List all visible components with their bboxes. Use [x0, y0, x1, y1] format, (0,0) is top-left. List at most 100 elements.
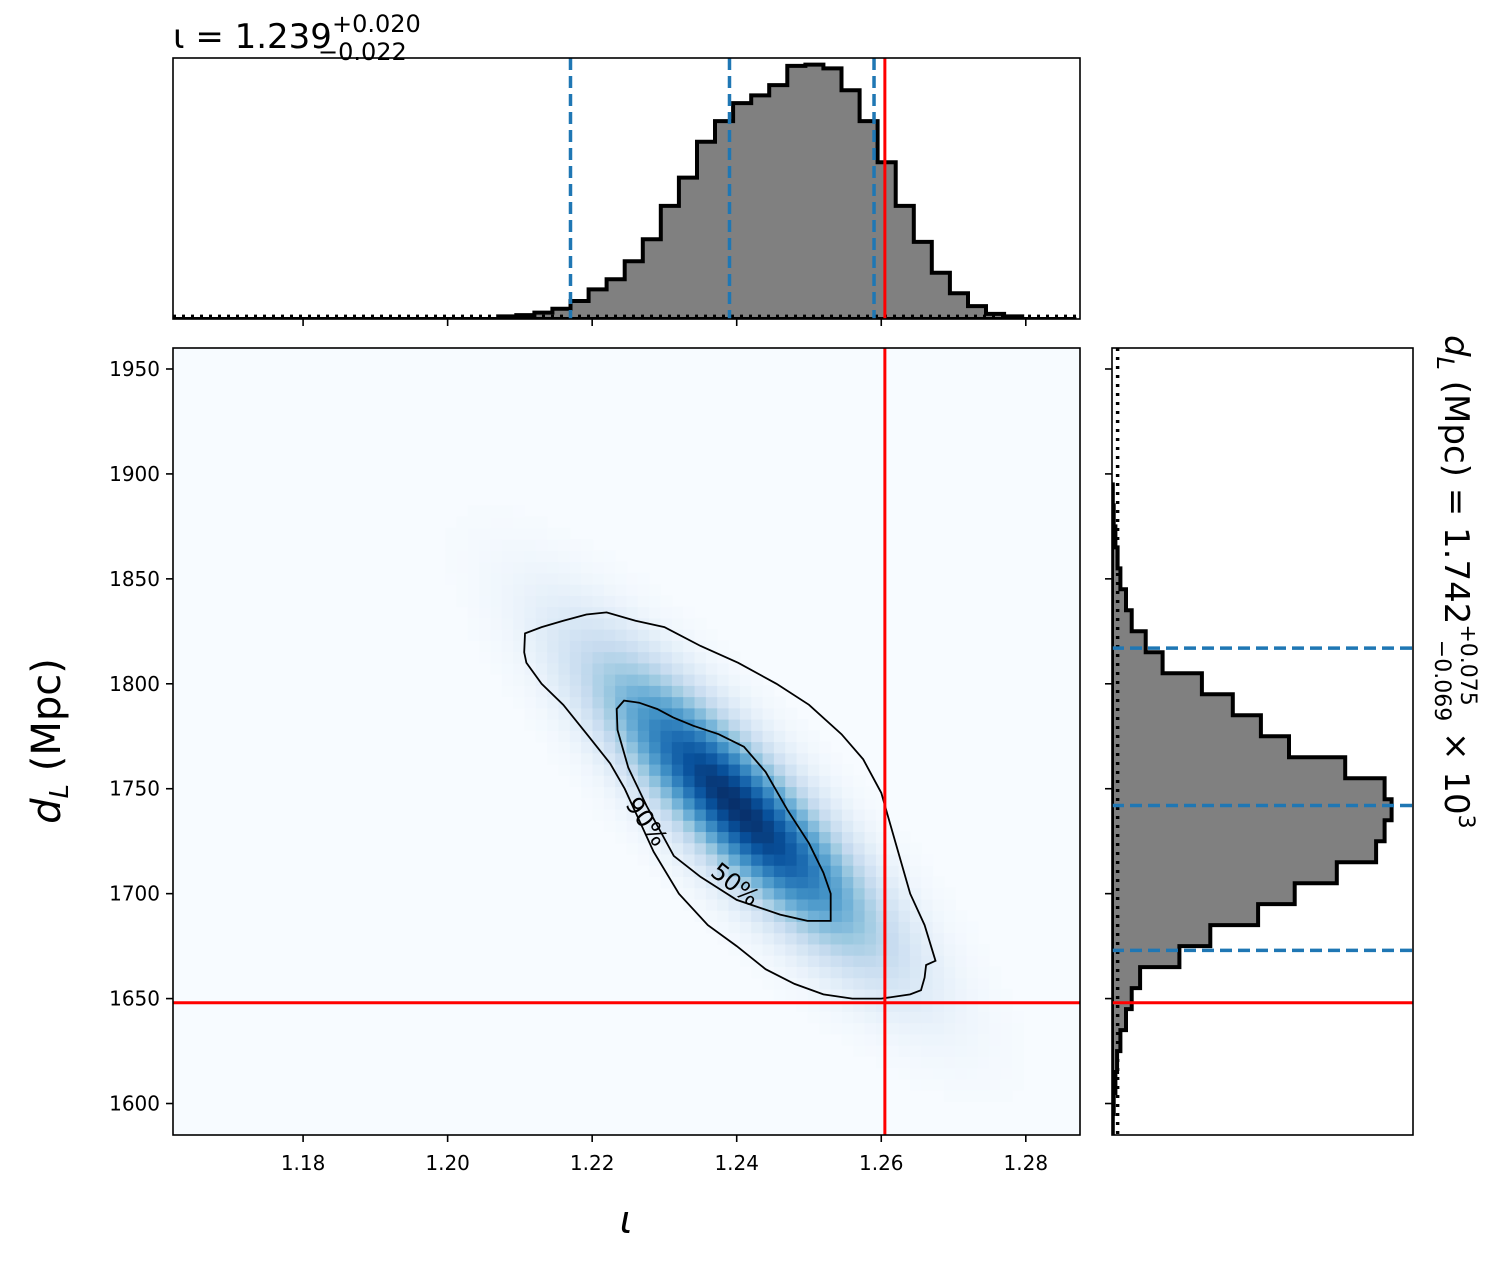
density-cell: [603, 719, 616, 731]
density-cell: [807, 943, 820, 956]
density-cell: [762, 696, 775, 709]
iota-title-main: ι = 1.239: [173, 17, 332, 57]
density-cell: [705, 696, 718, 709]
density-cell: [762, 910, 775, 922]
density-cell: [603, 651, 616, 664]
density-cell: [467, 572, 480, 585]
density-cell: [615, 662, 628, 675]
density-cell: [751, 820, 764, 833]
density-cell: [626, 640, 639, 653]
density-cell: [513, 651, 526, 664]
density-cell: [705, 831, 718, 844]
density-cell: [501, 505, 514, 518]
density-cell: [683, 662, 696, 675]
density-cell: [558, 719, 571, 731]
density-cell: [853, 853, 866, 866]
density-cell: [796, 876, 809, 889]
density-cell: [762, 831, 775, 844]
density-cell: [739, 910, 752, 922]
density-cell: [649, 808, 662, 821]
density-cell: [694, 887, 707, 900]
density-cell: [909, 932, 922, 945]
density-cell: [717, 674, 730, 686]
density-cell: [762, 808, 775, 821]
density-cell: [513, 505, 526, 518]
density-cell: [830, 955, 843, 967]
density-cell: [649, 651, 662, 664]
density-cell: [796, 943, 809, 956]
density-cell: [717, 831, 730, 844]
density-cell: [796, 921, 809, 934]
density-cell: [853, 808, 866, 821]
density-cell: [626, 617, 639, 630]
density-cell: [853, 775, 866, 788]
density-cell: [955, 1045, 968, 1057]
density-cell: [683, 820, 696, 833]
density-cell: [989, 977, 1002, 990]
density-cell: [807, 966, 820, 979]
density-cell: [513, 674, 526, 686]
density-cell: [581, 550, 594, 563]
density-cell: [864, 932, 877, 945]
density-cell: [875, 977, 888, 990]
y-tick-label: 1900: [109, 462, 160, 486]
density-cell: [751, 831, 764, 844]
density-cell: [751, 775, 764, 788]
density-cell: [569, 629, 582, 641]
density-cell: [592, 707, 605, 720]
density-cell: [683, 696, 696, 709]
density-cell: [581, 629, 594, 641]
density-cell: [728, 853, 741, 866]
density-cell: [875, 943, 888, 956]
density-cell: [943, 1000, 956, 1012]
density-cell: [581, 640, 594, 653]
density-cell: [524, 651, 537, 664]
density-cell: [819, 865, 832, 878]
density-cell: [649, 719, 662, 731]
density-cell: [966, 1011, 979, 1024]
density-cell: [909, 887, 922, 900]
density-cell: [603, 786, 616, 799]
density-cell: [921, 943, 934, 956]
density-cell: [932, 910, 945, 922]
density-cell: [943, 887, 956, 900]
density-cell: [581, 584, 594, 596]
density-cell: [898, 1067, 911, 1080]
density-cell: [637, 797, 650, 810]
density-cell: [932, 1022, 945, 1035]
density-cell: [637, 831, 650, 844]
density-cell: [909, 1045, 922, 1057]
density-cell: [796, 988, 809, 1001]
density-cell: [853, 820, 866, 833]
density-cell: [830, 921, 843, 934]
density-cell: [864, 876, 877, 889]
density-cell: [773, 719, 786, 731]
density-cell: [705, 763, 718, 776]
density-cell: [547, 595, 560, 608]
density-cell: [966, 955, 979, 967]
density-cell: [785, 932, 798, 945]
density-cell: [864, 865, 877, 878]
x-tick-label: 1.26: [859, 1151, 904, 1175]
density-cell: [581, 763, 594, 776]
density-cell: [739, 719, 752, 731]
density-cell: [921, 1033, 934, 1046]
density-cell: [864, 910, 877, 922]
density-cell: [819, 808, 832, 821]
density-cell: [547, 651, 560, 664]
density-cell: [683, 842, 696, 855]
density-cell: [728, 910, 741, 922]
density-cell: [1000, 1033, 1013, 1046]
density-cell: [660, 719, 673, 731]
density-cell: [637, 640, 650, 653]
density-cell: [898, 977, 911, 990]
density-cell: [694, 629, 707, 641]
density-cell: [796, 977, 809, 990]
density-cell: [728, 932, 741, 945]
density-cell: [864, 977, 877, 990]
density-cell: [467, 595, 480, 608]
density-cell: [1000, 1056, 1013, 1069]
density-cell: [887, 1045, 900, 1057]
density-cell: [535, 719, 548, 731]
density-cell: [932, 955, 945, 967]
